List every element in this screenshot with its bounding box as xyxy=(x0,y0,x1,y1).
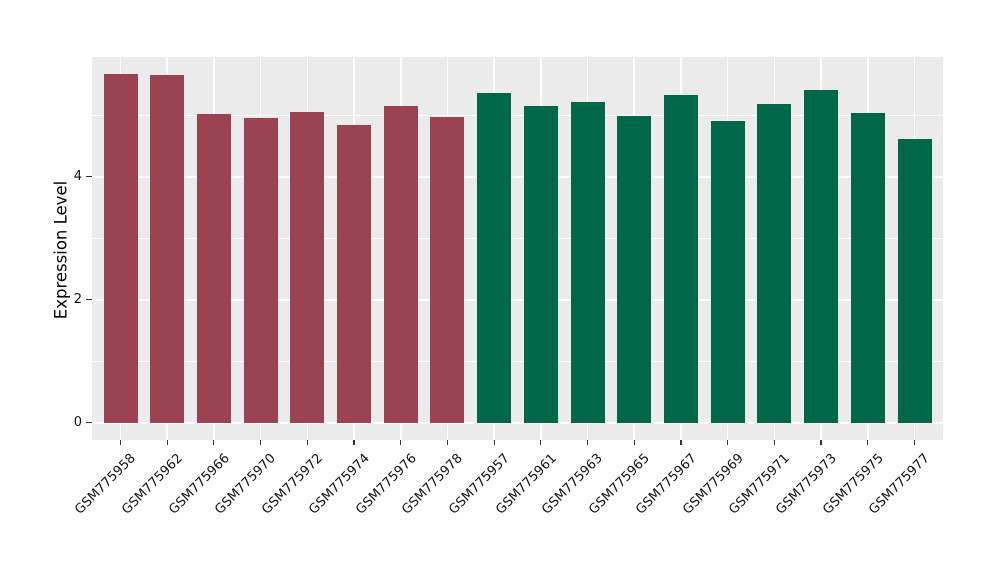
plot-panel xyxy=(92,57,943,440)
x-tick-mark xyxy=(353,440,355,445)
bar-GSM775970 xyxy=(243,117,278,423)
x-tick-mark xyxy=(306,440,308,445)
x-tick-mark xyxy=(493,440,495,445)
grid-major-h xyxy=(92,298,943,301)
bar-GSM775976 xyxy=(383,106,418,423)
bar-GSM775965 xyxy=(617,116,652,423)
bar-GSM775975 xyxy=(850,112,885,423)
x-tick-mark xyxy=(633,440,635,445)
x-tick-mark xyxy=(119,440,122,445)
y-tick-label: 2 xyxy=(73,291,82,307)
grid-major-h xyxy=(92,421,943,424)
y-tick-mark xyxy=(86,176,92,178)
x-tick-mark xyxy=(260,440,262,445)
bar-GSM775972 xyxy=(290,111,325,423)
grid-minor-h xyxy=(92,360,943,362)
x-tick-mark xyxy=(867,440,869,445)
bar-GSM775977 xyxy=(897,139,932,423)
bar-GSM775966 xyxy=(196,114,231,423)
x-tick-mark xyxy=(586,440,589,445)
y-tick-label: 4 xyxy=(73,168,82,184)
x-tick-mark xyxy=(166,440,168,445)
bar-GSM775969 xyxy=(710,120,745,423)
bar-GSM775963 xyxy=(570,102,605,423)
x-tick-mark xyxy=(773,440,775,445)
bar-GSM775958 xyxy=(103,74,138,423)
x-tick-mark xyxy=(446,440,449,445)
grid-minor-h xyxy=(92,237,943,239)
bar-GSM775961 xyxy=(523,106,558,423)
x-tick-mark xyxy=(913,440,916,445)
bar-GSM775957 xyxy=(477,92,512,423)
bar-GSM775973 xyxy=(804,89,839,423)
x-tick-mark xyxy=(540,440,542,445)
bar-GSM775967 xyxy=(663,95,698,423)
bar-GSM775971 xyxy=(757,104,792,423)
grid-minor-h xyxy=(92,114,943,116)
y-tick-mark xyxy=(86,299,92,301)
y-tick-mark xyxy=(86,422,92,424)
bar-GSM775978 xyxy=(430,116,465,423)
bar-GSM775974 xyxy=(337,125,372,423)
x-tick-mark xyxy=(680,440,682,445)
x-tick-mark xyxy=(820,440,822,445)
y-tick-label: 0 xyxy=(73,414,82,430)
x-tick-mark xyxy=(213,440,215,445)
bar-GSM775962 xyxy=(150,75,185,423)
grid-major-h xyxy=(92,175,943,178)
x-tick-mark xyxy=(727,440,729,445)
x-tick-mark xyxy=(400,440,402,445)
